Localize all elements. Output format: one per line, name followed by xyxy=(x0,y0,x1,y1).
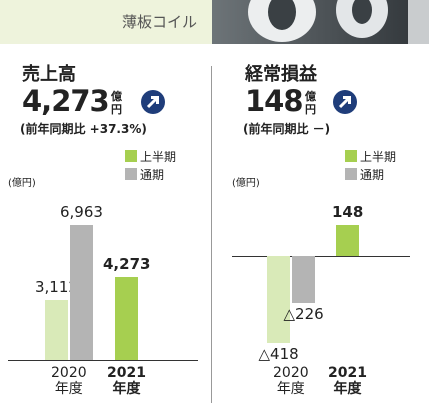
legend-swatch xyxy=(345,168,357,180)
category-label: 2021 年度 xyxy=(328,365,367,397)
legend-label: 通期 xyxy=(140,166,164,183)
axis-line xyxy=(8,360,198,361)
category-label: 2020 年度 xyxy=(273,365,309,397)
change-note: (前年同期比 +37.3%) xyxy=(20,120,147,137)
legend-swatch xyxy=(125,168,137,180)
axis-line xyxy=(232,256,410,257)
headline-unit: 円 xyxy=(111,101,122,117)
category-label: 2021 年度 xyxy=(107,365,146,397)
headline-value: 148 xyxy=(245,84,303,118)
page: 薄板コイル 売上高4,273億円(前年同期比 +37.3%)上半期通期(億円)3… xyxy=(0,0,429,403)
arrow-icon xyxy=(140,89,166,115)
bar xyxy=(267,256,290,343)
value-label: 4,273 xyxy=(103,255,150,273)
header-photo xyxy=(212,0,429,44)
header-title: 薄板コイル xyxy=(122,11,197,32)
legend-label: 通期 xyxy=(360,166,384,183)
divider xyxy=(211,66,212,403)
bar xyxy=(336,225,359,256)
category-label: 2020 年度 xyxy=(51,365,87,397)
trend-icon xyxy=(332,89,358,119)
legend-swatch xyxy=(345,150,357,162)
legend-label: 上半期 xyxy=(360,148,396,165)
value-label: △226 xyxy=(284,305,324,323)
headline-unit: 円 xyxy=(305,101,316,117)
unit-label: (億円) xyxy=(8,174,36,189)
value-label: △418 xyxy=(259,345,299,363)
headline-value: 4,273 xyxy=(22,84,109,118)
trend-icon xyxy=(140,89,166,119)
arrow-icon xyxy=(332,89,358,115)
chart-title: 経常損益 xyxy=(245,60,317,86)
bar xyxy=(45,300,68,360)
change-note: (前年同期比 －) xyxy=(243,120,330,137)
value-label: 148 xyxy=(332,203,363,221)
unit-label: (億円) xyxy=(232,174,260,189)
bar xyxy=(115,277,138,360)
bar xyxy=(70,225,93,360)
legend-label: 上半期 xyxy=(140,148,176,165)
bar xyxy=(292,256,315,303)
legend-swatch xyxy=(125,150,137,162)
chart-title: 売上高 xyxy=(22,60,76,86)
value-label: 6,963 xyxy=(60,203,103,221)
